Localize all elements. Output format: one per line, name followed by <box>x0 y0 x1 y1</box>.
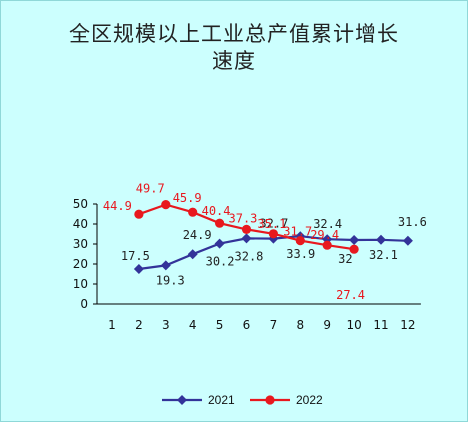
legend-2022-marker <box>265 395 275 405</box>
y-tick-label: 40 <box>73 217 88 231</box>
series-2022-data-label: 31.7 <box>283 225 312 239</box>
x-tick-label: 12 <box>400 318 415 332</box>
series-2022-point <box>215 218 225 228</box>
x-tick-label: 4 <box>189 318 197 332</box>
x-tick-label: 6 <box>243 318 251 332</box>
series-2022-data-label: 49.7 <box>136 182 165 196</box>
series-2022-point <box>134 209 144 219</box>
series-2021-data-label: 19.3 <box>156 273 185 287</box>
series-2021-point <box>402 235 413 246</box>
x-tick-label: 5 <box>216 318 224 332</box>
series-2021-data-label: 32.1 <box>369 248 398 262</box>
series-2022-point <box>322 240 332 250</box>
series-2022-data-label: 45.9 <box>173 191 202 205</box>
series-2021-data-label: 32 <box>338 252 352 266</box>
series-2021-data-label: 32.8 <box>235 249 264 263</box>
series-2021-point <box>349 235 360 245</box>
y-tick-label: 50 <box>73 197 88 211</box>
y-tick-label: 30 <box>73 237 88 251</box>
series-2022-data-label: 37.3 <box>229 211 258 225</box>
x-tick-label: 3 <box>162 318 170 332</box>
y-tick-label: 20 <box>73 257 88 271</box>
series-2021-point <box>160 260 171 271</box>
series-2021-data-label: 33.9 <box>286 247 315 261</box>
series-2021-data-label: 24.9 <box>183 228 212 242</box>
legend-2021-label: 2021 <box>208 393 235 407</box>
series-2022-point <box>161 200 171 210</box>
y-tick-label: 10 <box>73 277 88 291</box>
x-tick-label: 7 <box>270 318 278 332</box>
series-2022-data-label: 29.4 <box>310 228 339 242</box>
chart-title-line-1: 全区规模以上工业总产值累计增长 <box>69 22 399 46</box>
series-2021-point <box>133 264 144 274</box>
series-2022-point <box>241 224 252 234</box>
x-tick-label: 9 <box>323 318 331 332</box>
series-2022-point <box>295 236 305 246</box>
x-tick-label: 1 <box>108 318 116 332</box>
series-2022-data-label: 40.4 <box>202 204 231 218</box>
series-2021-point <box>187 249 198 260</box>
legend-2022-label: 2022 <box>296 393 323 407</box>
series-2022-point <box>268 229 278 239</box>
chart-title-line-2: 速度 <box>212 49 256 73</box>
legend-2021-marker <box>177 395 187 405</box>
series-2022-point <box>188 207 198 217</box>
series-2021-data-label: 32.4 <box>313 217 342 231</box>
series-2022-point <box>349 244 359 254</box>
series-2021-point <box>376 234 386 245</box>
x-tick-label: 10 <box>346 318 361 332</box>
series-2021-data-label: 32.7 <box>259 217 288 231</box>
x-tick-label: 2 <box>135 318 143 332</box>
series-2022-data-label: 44.9 <box>103 199 132 213</box>
series-2021-data-label: 30.2 <box>206 255 235 269</box>
y-tick-label: 0 <box>80 297 88 311</box>
x-tick-label: 11 <box>373 318 388 332</box>
series-2022-data-label: 35.1 <box>257 217 286 231</box>
x-tick-label: 8 <box>296 318 304 332</box>
series-2021-point <box>214 238 225 249</box>
series-2022-data-label: 27.4 <box>336 288 365 302</box>
series-2021-data-label: 17.5 <box>121 249 150 263</box>
series-2021-point <box>241 233 252 244</box>
series-2021-data-label: 31.6 <box>398 215 427 229</box>
